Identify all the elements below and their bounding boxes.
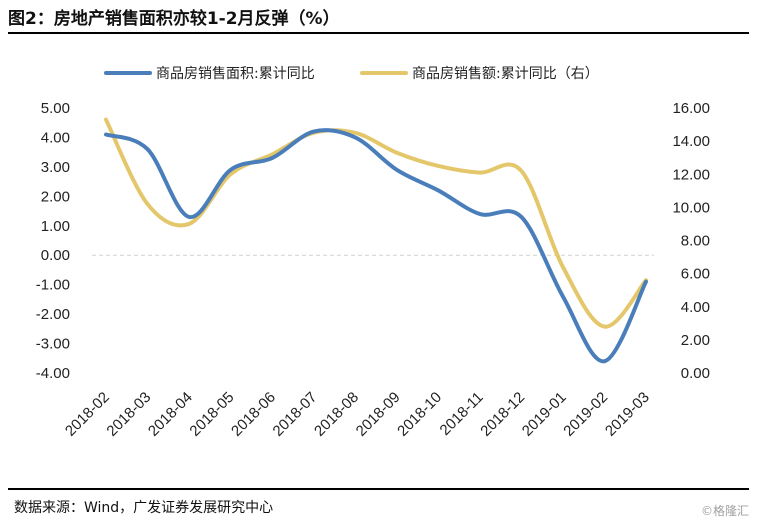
x-tick-label: 2018-10 [394, 389, 445, 440]
x-tick-label: 2019-01 [519, 389, 570, 440]
title-divider [8, 32, 749, 34]
y-right-tick-label: 6.00 [681, 266, 710, 283]
y-left-tick-label: 0.00 [41, 247, 70, 264]
x-tick-label: 2018-06 [228, 389, 279, 440]
y-left-tick-label: -2.00 [36, 306, 70, 323]
y-left-tick-label: 5.00 [41, 100, 70, 117]
y-left-tick-label: 4.00 [41, 129, 70, 146]
y-left-tick-label: 1.00 [41, 218, 70, 235]
chart-area: 5.00 4.00 3.00 2.00 1.00 0.00 -1.00 -2.00 -3.00 -… [36, 66, 710, 440]
y-left-tick-label: 3.00 [41, 159, 70, 176]
x-tick-label: 2018-04 [145, 389, 196, 440]
watermark: ©格隆汇 [700, 504, 749, 518]
x-tick-label: 2018-08 [311, 389, 362, 440]
series-line-sales-area [104, 128, 648, 364]
y-right-tick-label: 4.00 [681, 299, 710, 316]
y-right-tick-label: 16.00 [672, 100, 710, 117]
y-right-tick-label: 12.00 [672, 166, 710, 183]
y-left-tick-label: -4.00 [36, 365, 70, 382]
y-left-tick-label: -3.00 [36, 336, 70, 353]
x-tick-label: 2018-09 [353, 389, 404, 440]
y-left-tick-label: -1.00 [36, 277, 70, 294]
x-tick-label: 2019-02 [560, 389, 611, 440]
legend-label: 商品房销售面积:累计同比 [156, 66, 315, 82]
x-tick-label: 2019-03 [602, 389, 653, 440]
series-line-sales-amount [104, 117, 648, 329]
footer-divider [8, 488, 749, 490]
x-tick-label: 2018-11 [437, 389, 487, 439]
chart-title: 图2：房地产销售面积亦较1-2月反弹（%） [8, 9, 340, 29]
y-left-tick-label: 2.00 [41, 188, 70, 205]
x-tick-label: 2018-07 [270, 389, 321, 440]
x-tick-label: 2018-12 [477, 389, 528, 440]
y-right-tick-label: 0.00 [681, 365, 710, 382]
data-source: 数据来源：Wind，广发证券发展研究中心 [14, 500, 274, 516]
x-tick-label: 2018-05 [186, 389, 237, 440]
y-right-tick-label: 8.00 [681, 233, 710, 250]
x-tick-label: 2018-02 [62, 389, 113, 440]
y-right-tick-label: 2.00 [681, 332, 710, 349]
x-tick-label: 2018-03 [103, 389, 154, 440]
y-right-tick-label: 10.00 [672, 199, 710, 216]
legend-label: 商品房销售额:累计同比（右） [412, 66, 599, 82]
y-right-tick-label: 14.00 [672, 133, 710, 150]
